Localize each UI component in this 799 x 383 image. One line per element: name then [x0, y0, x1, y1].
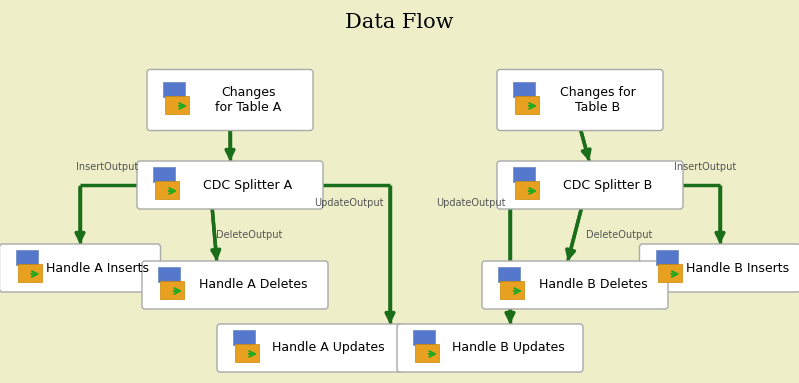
FancyBboxPatch shape [500, 281, 524, 299]
FancyBboxPatch shape [165, 96, 189, 114]
Text: Changes for
Table B: Changes for Table B [560, 86, 636, 114]
FancyBboxPatch shape [513, 82, 535, 97]
FancyBboxPatch shape [397, 324, 583, 372]
FancyBboxPatch shape [137, 161, 323, 209]
Text: Handle B Updates: Handle B Updates [451, 342, 564, 355]
FancyBboxPatch shape [0, 244, 161, 292]
Text: Changes
for Table A: Changes for Table A [215, 86, 281, 114]
Text: UpdateOutput: UpdateOutput [436, 198, 506, 208]
FancyBboxPatch shape [515, 96, 539, 114]
FancyBboxPatch shape [158, 267, 180, 282]
Text: DeleteOutput: DeleteOutput [586, 230, 652, 240]
Text: Handle A Updates: Handle A Updates [272, 342, 384, 355]
FancyBboxPatch shape [482, 261, 668, 309]
FancyBboxPatch shape [497, 161, 683, 209]
FancyBboxPatch shape [163, 82, 185, 97]
FancyBboxPatch shape [639, 244, 799, 292]
FancyBboxPatch shape [147, 69, 313, 131]
Text: UpdateOutput: UpdateOutput [314, 198, 384, 208]
FancyBboxPatch shape [515, 181, 539, 199]
Text: Data Flow: Data Flow [345, 13, 454, 31]
FancyBboxPatch shape [497, 69, 663, 131]
Text: Handle A Deletes: Handle A Deletes [199, 278, 308, 291]
FancyBboxPatch shape [413, 330, 435, 345]
Text: InsertOutput: InsertOutput [674, 162, 736, 172]
FancyBboxPatch shape [15, 250, 38, 265]
Text: Handle B Inserts: Handle B Inserts [686, 262, 789, 275]
FancyBboxPatch shape [18, 264, 42, 282]
FancyBboxPatch shape [235, 344, 259, 362]
Text: CDC Splitter A: CDC Splitter A [204, 178, 292, 192]
FancyBboxPatch shape [217, 324, 403, 372]
FancyBboxPatch shape [142, 261, 328, 309]
FancyBboxPatch shape [498, 267, 520, 282]
FancyBboxPatch shape [415, 344, 439, 362]
FancyBboxPatch shape [153, 167, 175, 182]
FancyBboxPatch shape [155, 181, 179, 199]
FancyBboxPatch shape [160, 281, 184, 299]
FancyBboxPatch shape [513, 167, 535, 182]
FancyBboxPatch shape [233, 330, 255, 345]
Text: InsertOutput: InsertOutput [76, 162, 138, 172]
Text: Handle B Deletes: Handle B Deletes [539, 278, 647, 291]
FancyBboxPatch shape [655, 250, 678, 265]
Text: Handle A Inserts: Handle A Inserts [46, 262, 149, 275]
Text: DeleteOutput: DeleteOutput [216, 230, 282, 240]
FancyBboxPatch shape [658, 264, 682, 282]
Text: CDC Splitter B: CDC Splitter B [563, 178, 653, 192]
